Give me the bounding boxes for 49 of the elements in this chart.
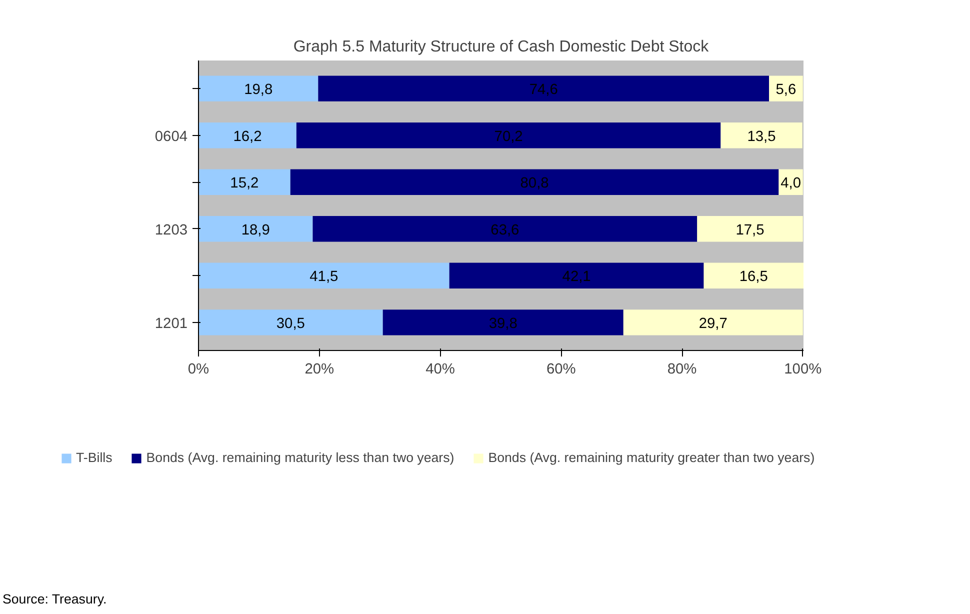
bar	[296, 122, 721, 148]
data-label: 19,8	[244, 82, 273, 98]
data-label: 42,1	[562, 269, 591, 286]
data-label: 70,2	[494, 128, 523, 145]
bar	[382, 310, 624, 336]
x-tick-label: 40%	[426, 362, 455, 378]
data-label: 80,8	[520, 176, 549, 192]
data-label: 63,6	[490, 222, 520, 238]
source-note: Source: Treasury.	[2, 592, 107, 606]
y-tick-label: 1201	[154, 316, 188, 332]
bar	[198, 169, 290, 195]
bar	[290, 169, 779, 195]
legend-label: T-Bills	[76, 450, 112, 465]
x-tick-label: 100%	[784, 362, 822, 378]
data-label: 16,5	[739, 269, 768, 286]
x-tick-label: 60%	[546, 362, 576, 378]
data-label: 18,9	[241, 222, 270, 238]
x-tick-label: 0%	[188, 362, 210, 378]
bar	[623, 310, 803, 336]
data-label: 15,2	[230, 176, 259, 192]
data-label: 39,8	[488, 316, 518, 332]
y-tick-label: 0604	[154, 128, 188, 145]
chart-title: Graph 5.5 Maturity Structure of Cash Domestic Debt Stock	[293, 38, 710, 56]
data-label: 74,6	[529, 82, 558, 98]
data-label: 4,0	[780, 176, 801, 192]
bar	[697, 216, 803, 242]
data-label: 29,7	[698, 316, 728, 332]
bar	[704, 262, 804, 289]
data-label: 17,5	[736, 222, 764, 238]
bar	[720, 122, 802, 148]
bar	[318, 76, 770, 102]
data-label: 30,5	[276, 316, 305, 332]
bar	[449, 262, 704, 289]
data-label: 13,5	[747, 128, 776, 145]
y-tick-label: 1203	[154, 222, 188, 238]
data-label: 5,6	[776, 82, 796, 98]
bar	[769, 76, 803, 102]
data-label: 41,5	[310, 269, 338, 286]
x-tick-label: 80%	[667, 362, 697, 378]
bar	[198, 76, 318, 102]
bar	[198, 310, 383, 336]
data-label: 16,2	[233, 128, 262, 145]
bar	[198, 216, 313, 242]
bar	[198, 262, 450, 289]
bar	[312, 216, 698, 242]
legend-label: Bonds (Avg. remaining maturity greater than two years)	[488, 450, 815, 465]
bar	[198, 122, 296, 148]
legend-label: Bonds (Avg. remaining maturity less than two years)	[146, 450, 454, 465]
x-tick-label: 20%	[304, 362, 334, 378]
